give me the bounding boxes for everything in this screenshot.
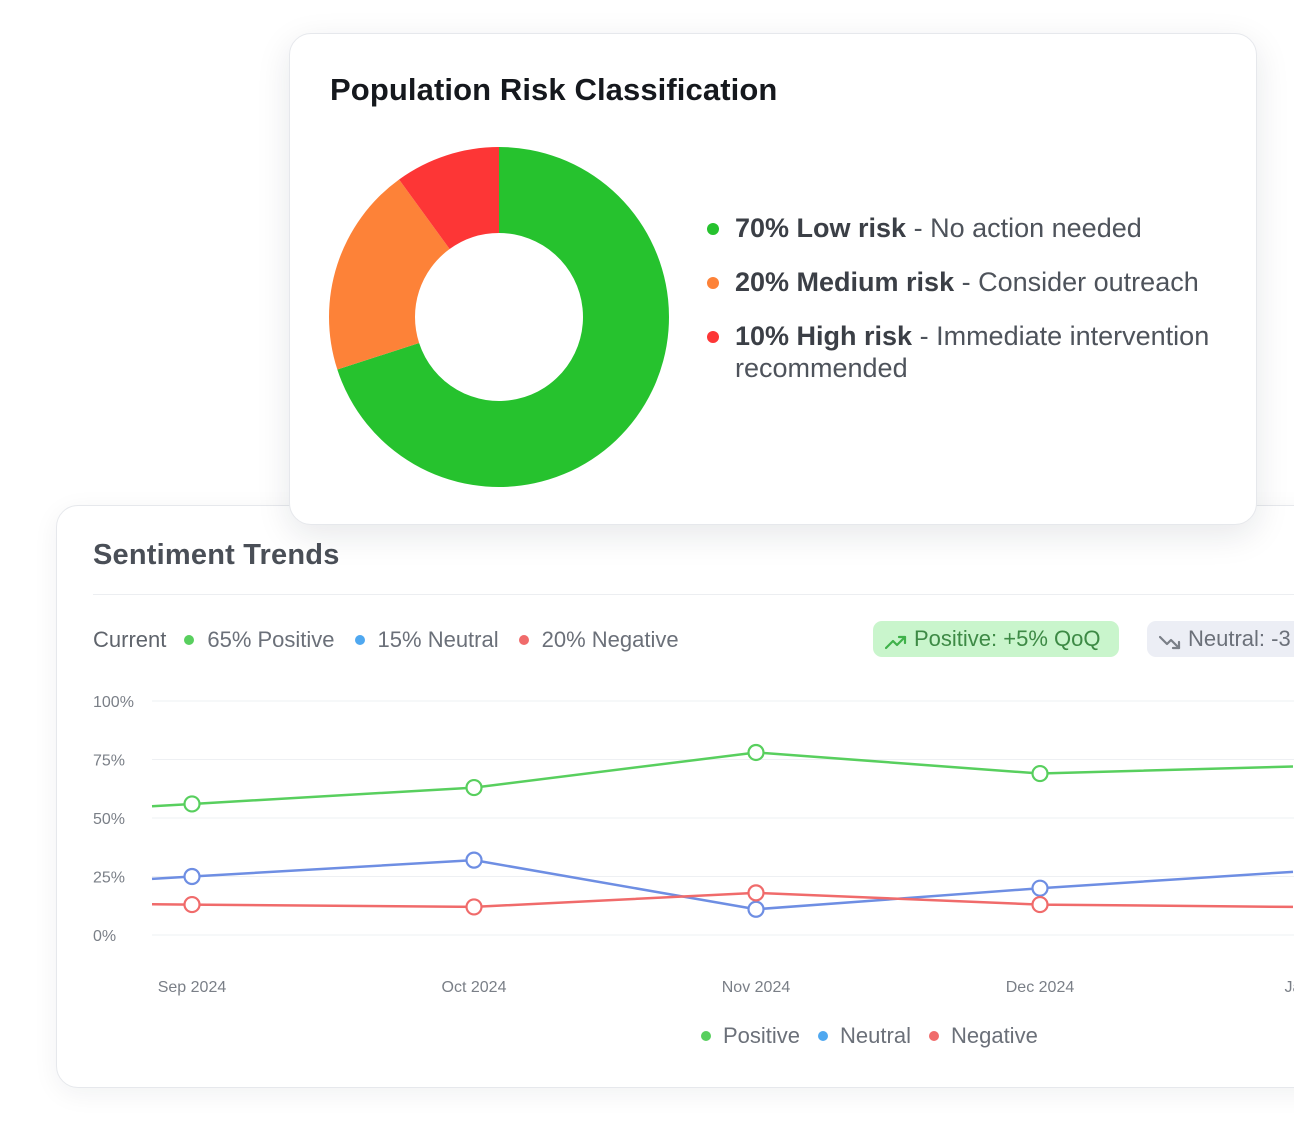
legend-negative-label: Negative <box>950 1023 1038 1048</box>
sentiment-title: Sentiment Trends <box>93 539 340 571</box>
current-neutral: 15% Neutral <box>354 627 499 653</box>
point-negative <box>1031 895 1049 914</box>
current-positive: 65% Positive <box>184 627 335 653</box>
risk-item-low: 70% Low risk - No action needed <box>707 212 1227 244</box>
trending-down-icon <box>1159 635 1181 650</box>
neutral-dot-icon <box>354 635 365 645</box>
y-tick-label: 0% <box>93 928 116 945</box>
y-tick-label: 75% <box>93 753 125 770</box>
current-positive-label: 65% Positive <box>207 627 335 652</box>
risk-high-sep: - <box>912 321 937 351</box>
current-neutral-label: 15% Neutral <box>377 627 499 652</box>
x-tick-label: Dec 2024 <box>1006 979 1075 996</box>
risk-high-strong: 10% High risk <box>735 321 913 351</box>
point-negative <box>465 898 483 916</box>
legend-neutral-label: Neutral <box>840 1023 911 1048</box>
point-positive <box>1031 764 1049 783</box>
risk-low-strong: 70% Low risk <box>735 213 907 243</box>
point-negative <box>183 895 201 914</box>
positive-qoq-badge: Positive: +5% QoQ <box>873 621 1120 657</box>
series-line-negative <box>151 891 1294 909</box>
x-tick-label: Oct 2024 <box>442 979 507 996</box>
y-tick-label: 25% <box>93 870 125 887</box>
sentiment-line-chart: 100% 75% 50% 25% 0% Sep 2024 Oct 2024 Nov 2024 D… <box>93 694 1294 996</box>
series-line-positive <box>151 751 1294 808</box>
legend-positive-label: Positive <box>723 1023 801 1048</box>
risk-low-desc: No action needed <box>930 213 1142 243</box>
risk-item-medium: 20% Medium risk - Consider outreach <box>707 266 1227 298</box>
point-positive <box>465 778 483 797</box>
risk-donut-chart <box>329 147 669 487</box>
legend-negative: Negative <box>928 1023 1038 1049</box>
divider <box>93 594 1294 595</box>
risk-title: Population Risk Classification <box>330 72 778 107</box>
positive-qoq-label: Positive: +5% QoQ <box>914 626 1101 651</box>
current-negative-label: 20% Negative <box>541 627 679 652</box>
x-tick-label: Ja <box>1285 979 1294 996</box>
risk-low-sep: - <box>906 213 931 243</box>
risk-item-high: 10% High risk - Immediate intervention r… <box>707 320 1227 384</box>
negative-dot-icon <box>518 635 529 645</box>
point-neutral <box>465 851 483 869</box>
risk-legend: 70% Low risk - No action needed 20% Medi… <box>707 212 1227 406</box>
y-tick-label: 100% <box>93 694 134 711</box>
donut-slice-low-risk <box>337 147 669 487</box>
legend-neutral: Neutral <box>818 1023 911 1049</box>
point-neutral <box>1031 879 1049 897</box>
current-negative: 20% Negative <box>518 627 679 653</box>
donut-slice-medium-risk <box>329 179 450 370</box>
population-risk-card: Population Risk Classification 70% Low r… <box>289 33 1257 525</box>
point-neutral <box>747 900 765 918</box>
point-negative <box>747 884 765 902</box>
y-tick-label: 50% <box>93 811 125 828</box>
risk-medium-sep: - <box>954 267 979 297</box>
point-neutral <box>183 867 201 886</box>
positive-dot-icon <box>184 635 195 645</box>
donut-slice-high-risk <box>399 147 499 250</box>
medium-risk-dot-icon <box>707 277 719 289</box>
neutral-qoq-badge: Neutral: -3 <box>1147 621 1294 657</box>
neutral-legend-dot-icon <box>818 1031 829 1041</box>
chart-legend: Positive Neutral Negative <box>701 1023 1056 1049</box>
risk-medium-desc: Consider outreach <box>978 267 1199 297</box>
risk-high-desc: Immediate intervention recommended <box>735 321 1210 383</box>
low-risk-dot-icon <box>707 223 719 235</box>
risk-medium-strong: 20% Medium risk <box>735 267 955 297</box>
negative-legend-dot-icon <box>928 1031 939 1041</box>
series-line-neutral <box>151 858 1294 911</box>
current-label: Current <box>93 627 167 652</box>
point-positive <box>747 743 765 762</box>
trending-up-icon <box>885 635 907 650</box>
legend-positive: Positive <box>701 1023 800 1049</box>
positive-legend-dot-icon <box>701 1031 711 1041</box>
point-positive <box>183 795 201 813</box>
x-tick-label: Sep 2024 <box>158 979 227 996</box>
current-sentiment-row: Current 65% Positive 15% Neutral 20% Neg… <box>93 627 699 653</box>
sentiment-trends-card: Sentiment Trends Current 65% Positive 15… <box>56 505 1294 1088</box>
high-risk-dot-icon <box>707 331 719 343</box>
neutral-qoq-label: Neutral: -3 <box>1188 626 1291 651</box>
x-tick-label: Nov 2024 <box>722 979 791 996</box>
